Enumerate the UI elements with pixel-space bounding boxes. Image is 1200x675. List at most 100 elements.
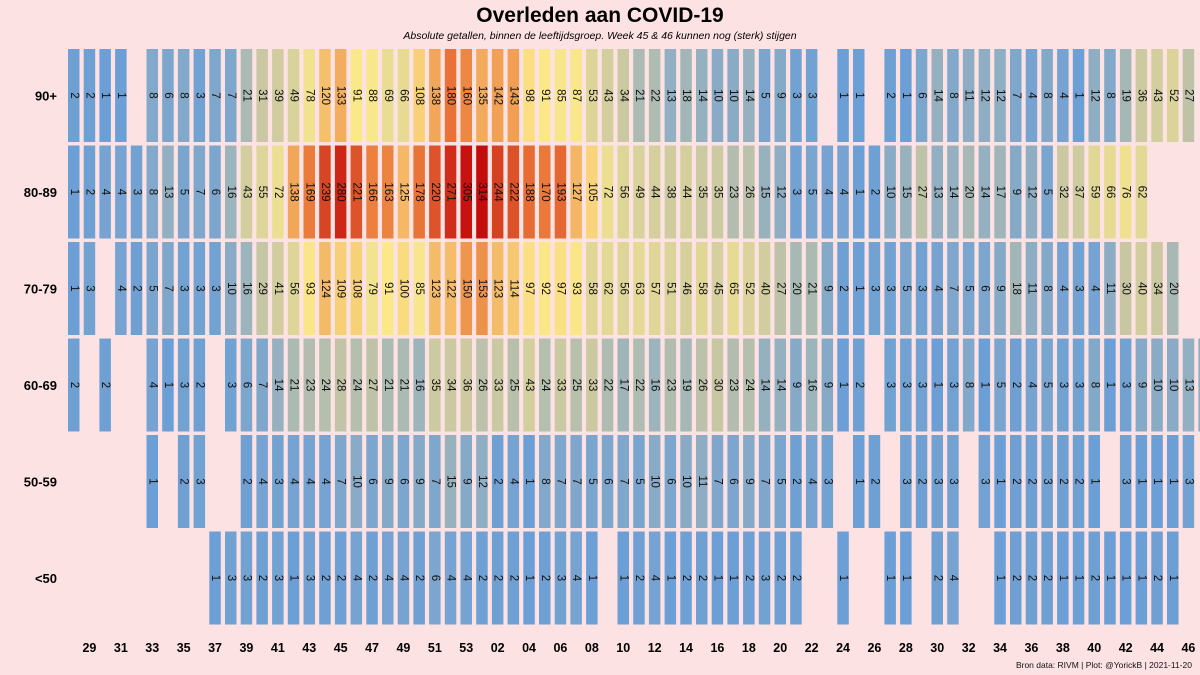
cell-value: 59 bbox=[1088, 186, 1100, 199]
heatmap-cell: 7 bbox=[193, 145, 205, 239]
heatmap-cell: 4 bbox=[350, 531, 362, 625]
x-tick-label: 49 bbox=[396, 641, 410, 655]
cell-value: 1 bbox=[900, 92, 912, 98]
cell-value: 3 bbox=[759, 575, 771, 581]
cell-rect bbox=[1135, 49, 1148, 142]
heatmap-cell: 8 bbox=[947, 49, 959, 142]
heatmap-cell: 4 bbox=[382, 531, 394, 625]
heatmap-cell: 29 bbox=[256, 242, 268, 335]
x-tick-label: 36 bbox=[1024, 641, 1038, 655]
cell-rect bbox=[931, 435, 943, 528]
cell-rect bbox=[711, 531, 724, 625]
cell-rect bbox=[805, 49, 818, 142]
heatmap-cell: 57 bbox=[649, 242, 661, 335]
x-tick-label: 04 bbox=[522, 641, 536, 655]
cell-value: 2 bbox=[83, 189, 95, 195]
cell-value: 5 bbox=[900, 285, 912, 291]
heatmap-cell: 2 bbox=[83, 49, 95, 142]
heatmap-cell: 25 bbox=[570, 338, 582, 432]
cell-rect bbox=[334, 531, 347, 625]
heatmap-cell: 5 bbox=[586, 435, 598, 528]
heatmap-cell: 8 bbox=[963, 338, 975, 432]
cell-rect bbox=[491, 242, 504, 335]
cell-rect bbox=[68, 49, 80, 142]
heatmap-cell: 10 bbox=[649, 435, 661, 528]
cell-rect bbox=[790, 242, 802, 335]
cell-value: 12 bbox=[476, 475, 488, 488]
cell-value: 2 bbox=[868, 189, 880, 195]
heatmap-cell: 1 bbox=[1057, 531, 1069, 625]
cell-rect bbox=[303, 49, 315, 142]
cell-rect bbox=[900, 531, 912, 625]
heatmap-cell: 11 bbox=[1198, 338, 1200, 432]
cell-rect bbox=[99, 145, 111, 239]
heatmap-cell: 13 bbox=[931, 145, 943, 239]
heatmap-cell: 7 bbox=[225, 49, 237, 142]
cell-value: 57 bbox=[649, 282, 661, 295]
cell-rect bbox=[83, 242, 96, 335]
cell-value: 11 bbox=[963, 90, 975, 102]
cell-value: 2 bbox=[83, 92, 95, 98]
cell-value: 91 bbox=[382, 282, 394, 295]
cell-rect bbox=[382, 242, 394, 335]
heatmap-cell: 4 bbox=[445, 531, 457, 625]
heatmap-cell: 5 bbox=[806, 145, 818, 239]
heatmap-cell: 188 bbox=[523, 145, 535, 239]
cell-value: 4 bbox=[507, 478, 519, 485]
cell-value: 2 bbox=[99, 382, 111, 388]
heatmap-cell: 108 bbox=[350, 242, 362, 335]
heatmap-cell: 1 bbox=[1073, 49, 1085, 142]
heatmap-cell: 14 bbox=[696, 49, 708, 142]
cell-value: 114 bbox=[507, 279, 519, 298]
heatmap-cell: 2 bbox=[68, 49, 80, 142]
cell-rect bbox=[382, 531, 394, 625]
heatmap-cell: 3 bbox=[900, 435, 912, 528]
cell-value: 2 bbox=[774, 575, 786, 581]
cell-value: 6 bbox=[916, 92, 928, 98]
cell-rect bbox=[460, 49, 472, 142]
heatmap-cell: 1 bbox=[146, 435, 158, 528]
cell-value: 105 bbox=[586, 182, 598, 201]
cell-rect bbox=[758, 531, 771, 625]
cell-value: 1 bbox=[711, 575, 723, 581]
cell-value: 123 bbox=[429, 279, 441, 298]
cell-rect bbox=[1057, 435, 1069, 528]
heatmap-cell: 27 bbox=[1182, 49, 1194, 142]
cell-value: 3 bbox=[884, 382, 896, 388]
heatmap-cell: 14 bbox=[978, 145, 990, 239]
cell-value: 21 bbox=[397, 379, 409, 392]
cell-value: 7 bbox=[256, 382, 268, 388]
heatmap-cell: 7 bbox=[1010, 49, 1022, 142]
cell-rect bbox=[900, 145, 912, 239]
heatmap-cell: 52 bbox=[743, 242, 755, 335]
cell-rect bbox=[1182, 49, 1195, 142]
cell-value: 1 bbox=[978, 382, 990, 388]
cell-value: 6 bbox=[978, 285, 990, 291]
cell-value: 280 bbox=[335, 182, 347, 201]
cell-value: 17 bbox=[617, 379, 629, 392]
cell-rect bbox=[272, 435, 284, 528]
x-tick-label: 31 bbox=[114, 641, 128, 655]
cell-value: 66 bbox=[1104, 186, 1116, 199]
cell-value: 5 bbox=[146, 285, 158, 291]
heatmap-cell: 1 bbox=[1135, 435, 1147, 528]
cell-value: 4 bbox=[99, 189, 111, 196]
heatmap-cell: 12 bbox=[1025, 145, 1037, 239]
cell-rect bbox=[617, 49, 629, 142]
cell-rect bbox=[209, 49, 221, 142]
cell-rect bbox=[507, 49, 520, 142]
cell-value: 45 bbox=[711, 282, 723, 295]
cell-rect bbox=[633, 242, 645, 335]
cell-rect bbox=[758, 338, 771, 432]
heatmap-cell: 7 bbox=[759, 435, 771, 528]
x-tick-label: 22 bbox=[805, 641, 819, 655]
cell-value: 35 bbox=[429, 379, 441, 392]
heatmap-cell: 11 bbox=[696, 435, 708, 528]
cell-rect bbox=[366, 145, 378, 239]
cell-rect bbox=[193, 435, 206, 528]
heatmap-cell: 1 bbox=[523, 531, 535, 625]
cell-rect bbox=[962, 145, 975, 239]
heatmap-cell: 2 bbox=[413, 531, 425, 625]
heatmap-cell: 3 bbox=[83, 242, 95, 335]
cell-rect bbox=[162, 145, 174, 239]
